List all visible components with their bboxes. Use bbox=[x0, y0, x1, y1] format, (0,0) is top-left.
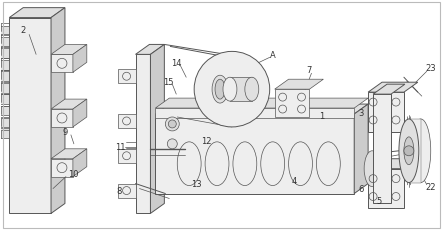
Polygon shape bbox=[368, 159, 418, 169]
Ellipse shape bbox=[364, 151, 380, 187]
Polygon shape bbox=[0, 83, 9, 93]
Ellipse shape bbox=[212, 76, 228, 104]
Text: 9: 9 bbox=[62, 128, 68, 137]
Text: 5: 5 bbox=[377, 196, 382, 205]
Polygon shape bbox=[136, 45, 164, 55]
Text: 2: 2 bbox=[20, 26, 26, 35]
Text: 6: 6 bbox=[358, 184, 364, 193]
Text: 14: 14 bbox=[171, 59, 182, 67]
Circle shape bbox=[168, 120, 176, 128]
Polygon shape bbox=[155, 109, 354, 119]
Polygon shape bbox=[9, 18, 51, 213]
Circle shape bbox=[194, 52, 270, 127]
Polygon shape bbox=[51, 159, 73, 177]
Polygon shape bbox=[0, 106, 9, 116]
Polygon shape bbox=[373, 85, 405, 95]
Text: 11: 11 bbox=[115, 143, 126, 152]
Polygon shape bbox=[354, 105, 368, 194]
Polygon shape bbox=[51, 55, 73, 73]
Polygon shape bbox=[73, 100, 87, 127]
Ellipse shape bbox=[245, 78, 259, 102]
Text: 4: 4 bbox=[292, 176, 297, 185]
Text: 7: 7 bbox=[307, 66, 312, 74]
Polygon shape bbox=[373, 95, 391, 204]
Polygon shape bbox=[9, 9, 65, 18]
Ellipse shape bbox=[399, 119, 419, 183]
Polygon shape bbox=[118, 70, 136, 84]
Polygon shape bbox=[118, 115, 136, 128]
Polygon shape bbox=[73, 149, 87, 177]
Polygon shape bbox=[118, 184, 136, 198]
Text: 8: 8 bbox=[116, 186, 121, 195]
Text: 10: 10 bbox=[68, 169, 78, 178]
Polygon shape bbox=[151, 45, 164, 213]
Polygon shape bbox=[409, 119, 421, 183]
Text: 22: 22 bbox=[425, 182, 436, 191]
Text: 13: 13 bbox=[191, 179, 202, 188]
Circle shape bbox=[165, 118, 179, 131]
Ellipse shape bbox=[411, 119, 431, 183]
Text: 23: 23 bbox=[425, 64, 436, 73]
Polygon shape bbox=[0, 61, 9, 70]
Text: 15: 15 bbox=[163, 77, 174, 86]
Text: A: A bbox=[270, 51, 276, 60]
Polygon shape bbox=[275, 80, 323, 90]
Ellipse shape bbox=[215, 80, 225, 100]
Polygon shape bbox=[155, 99, 368, 109]
Polygon shape bbox=[0, 49, 9, 59]
Polygon shape bbox=[368, 83, 418, 93]
Ellipse shape bbox=[404, 137, 414, 165]
Polygon shape bbox=[0, 118, 9, 127]
Polygon shape bbox=[51, 100, 87, 109]
Polygon shape bbox=[51, 9, 65, 213]
Circle shape bbox=[404, 146, 414, 156]
Polygon shape bbox=[230, 78, 252, 102]
Text: 1: 1 bbox=[319, 112, 324, 121]
Polygon shape bbox=[51, 45, 87, 55]
Polygon shape bbox=[118, 149, 136, 163]
Polygon shape bbox=[0, 95, 9, 105]
Polygon shape bbox=[0, 38, 9, 48]
Polygon shape bbox=[0, 26, 9, 36]
Polygon shape bbox=[0, 72, 9, 82]
Polygon shape bbox=[275, 90, 310, 118]
Polygon shape bbox=[51, 109, 73, 127]
Circle shape bbox=[167, 139, 177, 149]
Text: 12: 12 bbox=[201, 137, 211, 146]
Text: 3: 3 bbox=[358, 108, 364, 117]
Polygon shape bbox=[51, 149, 87, 159]
Polygon shape bbox=[0, 129, 9, 139]
Polygon shape bbox=[136, 55, 151, 213]
Ellipse shape bbox=[223, 78, 237, 102]
Polygon shape bbox=[155, 105, 368, 115]
Polygon shape bbox=[155, 115, 354, 194]
Polygon shape bbox=[73, 45, 87, 73]
Polygon shape bbox=[368, 93, 404, 132]
Polygon shape bbox=[368, 169, 404, 209]
